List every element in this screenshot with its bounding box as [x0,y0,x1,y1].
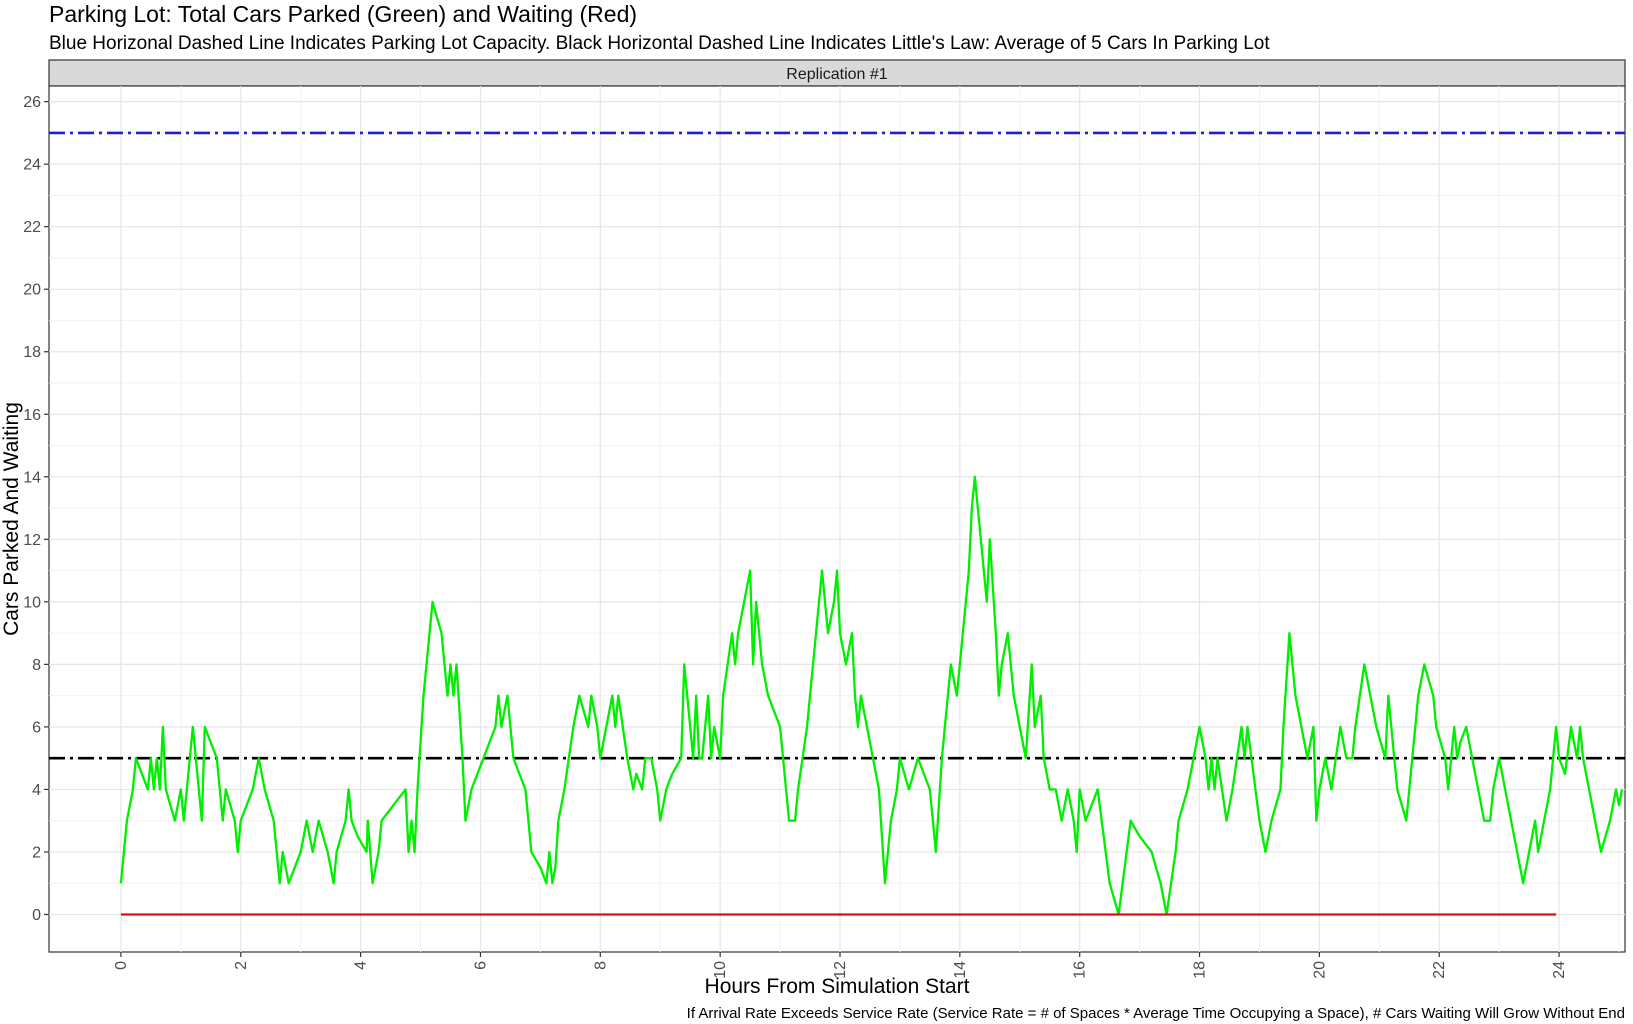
y-tick-label: 18 [23,344,41,361]
y-tick-label: 2 [32,844,41,861]
x-tick-label: 20 [1311,961,1328,979]
plot-panel [48,85,1626,953]
y-axis-title: Cars Parked And Waiting [0,402,23,636]
x-tick-label: 4 [353,961,370,970]
series-line-parked [119,475,1624,916]
y-tick-label: 22 [23,219,41,236]
x-axis: 0 2 4 6 8 10 12 14 16 18 20 22 24 [113,952,1568,979]
y-tick-label: 4 [32,782,41,799]
y-tick-label: 8 [32,657,41,674]
y-tick-label: 16 [23,407,41,424]
x-tick-label: 2 [233,961,250,970]
x-tick-label: 18 [1192,961,1209,979]
x-tick-label: 14 [952,961,969,979]
x-tick-label: 24 [1551,961,1568,979]
x-tick-label: 6 [472,961,489,970]
series-lines [119,475,1624,916]
chart-subtitle: Blue Horizonal Dashed Line Indicates Par… [49,33,1270,54]
y-tick-label: 12 [23,532,41,549]
x-tick-label: 8 [592,961,609,970]
x-tick-label: 16 [1072,961,1089,979]
reference-lines [49,131,1625,760]
facet-strip-label: Replication #1 [786,66,888,83]
y-tick-label: 14 [23,469,41,486]
chart-caption: If Arrival Rate Exceeds Service Rate (Se… [687,1005,1625,1022]
y-tick-label: 20 [23,282,41,299]
x-axis-title: Hours From Simulation Start [705,975,970,998]
y-tick-label: 24 [23,157,41,174]
facet-strip [48,59,1626,87]
y-tick-label: 0 [32,907,41,924]
x-tick-label: 10 [712,961,729,979]
x-tick-label: 12 [832,961,849,979]
chart-title: Parking Lot: Total Cars Parked (Green) a… [49,1,637,27]
y-tick-label: 10 [23,594,41,611]
y-tick-label: 26 [23,94,41,111]
x-tick-label: 22 [1431,961,1448,979]
y-tick-label: 6 [32,719,41,736]
x-tick-label: 0 [113,961,130,970]
